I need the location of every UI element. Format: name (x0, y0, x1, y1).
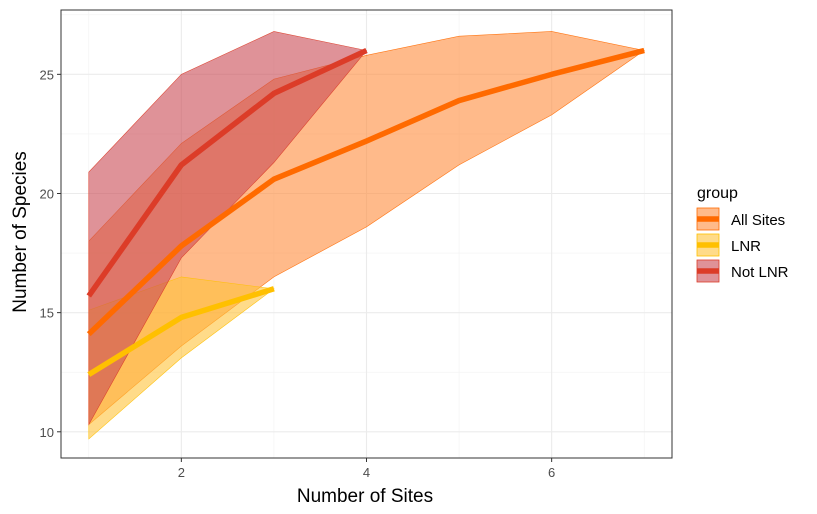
ribbon-not-lnr (88, 31, 368, 426)
y-tick-label: 10 (40, 425, 54, 440)
x-axis-title: Number of Sites (297, 486, 433, 507)
legend-item-lnr: LNR (696, 233, 761, 257)
lines (86, 47, 645, 377)
legend-item-not-lnr: Not LNR (696, 259, 789, 283)
y-tick-label: 20 (40, 186, 54, 201)
legend-label-not-lnr: Not LNR (731, 264, 789, 281)
y-axis-title: Number of Species (10, 151, 31, 313)
x-tick-label: 2 (178, 465, 185, 480)
line-not-lnr (86, 48, 368, 298)
legend-title: group (697, 185, 738, 202)
y-axis: 10 15 20 25 (40, 67, 61, 440)
y-tick-label: 15 (40, 306, 54, 321)
x-axis: 2 4 6 (178, 458, 555, 480)
x-tick-label: 4 (363, 465, 370, 480)
legend: group All Sites LNR Not LNR (696, 185, 789, 283)
line-lnr (87, 286, 275, 377)
y-tick-label: 25 (40, 67, 54, 82)
x-tick-label: 6 (548, 465, 555, 480)
legend-label-all-sites: All Sites (731, 212, 785, 229)
line-all-sites (86, 47, 645, 337)
legend-label-lnr: LNR (731, 238, 761, 255)
legend-item-all-sites: All Sites (696, 207, 785, 231)
